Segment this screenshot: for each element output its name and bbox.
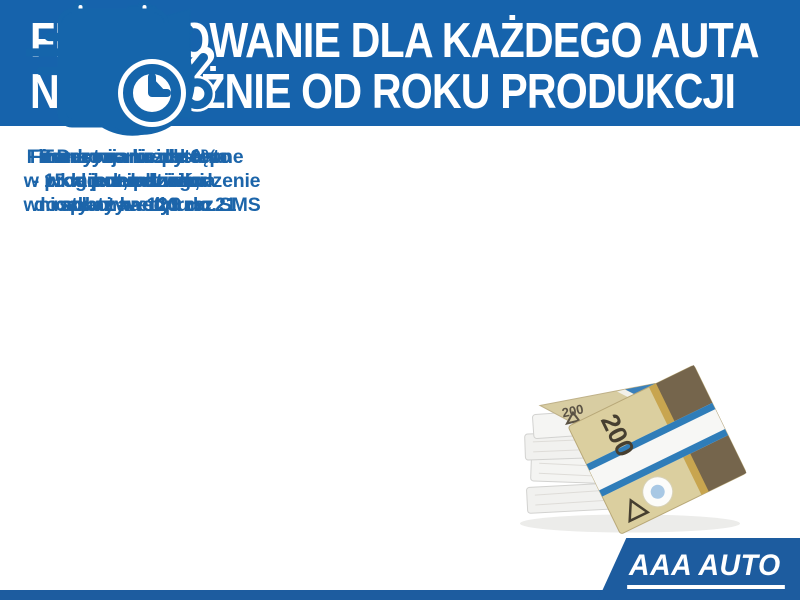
banknote-value-top: 200 (561, 401, 585, 420)
caption-line: wniosku nawet przez SMS (23, 194, 261, 216)
aaa-auto-logo-text: AAA AUTO (627, 549, 785, 589)
caption-line: - program odłożenia (32, 170, 216, 192)
feature-deferred-payment-caption: Teraz nic nie płać! - program odłożenia … (0, 145, 248, 217)
feature-credit-decision-caption: Decyzja kredytowa w 15 minut, potwierdze… (0, 145, 284, 217)
caption-line: spłaty kredytu (59, 194, 189, 216)
calendar-clock-icon (0, 0, 248, 140)
feature-deferred-payment: Teraz nic nie płać! - program odłożenia … (0, 0, 248, 217)
caption-line: Teraz nic nie płać! (42, 146, 206, 168)
caption-line: Decyzja kredytowa (56, 146, 228, 168)
caption-line: od poniedziałku (62, 170, 208, 192)
caption-line: Finansowanie od 0% (29, 146, 219, 168)
caption-line: w 15 minut, potwierdzenie (23, 170, 261, 192)
feature-loan-caption: Kredyt na każde auto w jeden dzień, raty… (0, 145, 270, 217)
caption-line: raty aż na 120 mc. (53, 194, 217, 216)
caption-line: Finansowanie dostępne (26, 146, 244, 168)
caption-line: do soboty - od 9 do 21 (33, 194, 237, 216)
feature-availability-caption: Finansowanie dostępne od poniedziałku do… (0, 145, 270, 217)
aaa-auto-logo: AAA AUTO (598, 538, 800, 600)
feature-zero-percent-caption: Finansowanie od 0% wkładu własnego (0, 145, 248, 193)
footer-bar (0, 590, 800, 600)
caption-line: w jeden dzień, (70, 170, 200, 192)
money-stack-image: 200 200 (505, 352, 800, 540)
caption-line: wkładu własnego (45, 170, 203, 192)
caption-line: Kredyt na każde auto (38, 146, 232, 168)
